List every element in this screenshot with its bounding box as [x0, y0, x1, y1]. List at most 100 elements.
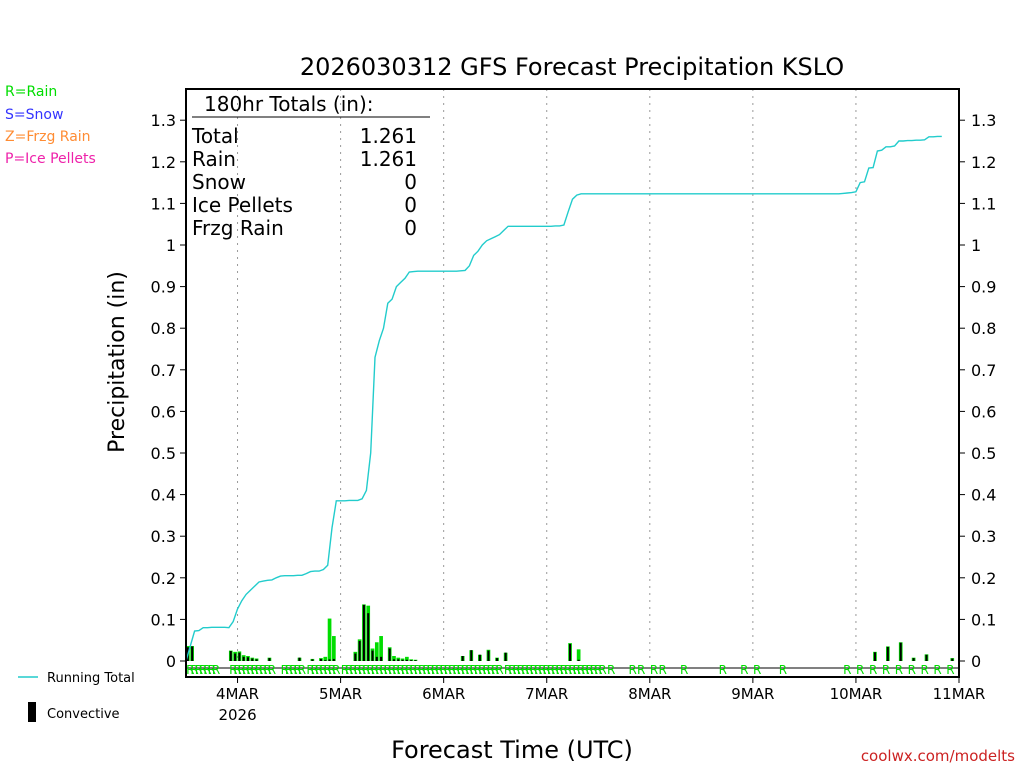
x-tick-label: 11MAR [933, 685, 986, 703]
convective-bar [242, 656, 245, 661]
ptype-marker: R [195, 663, 203, 677]
precip-bar [327, 618, 332, 661]
ptype-marker: R [946, 663, 954, 677]
y-tick-label-left: 0.4 [151, 486, 176, 505]
ptype-marker: R [233, 663, 241, 677]
precip-bar [392, 656, 396, 661]
ptype-marker: R [594, 663, 602, 677]
x-axis-label: Forecast Time (UTC) [391, 736, 633, 764]
plot-frame [185, 88, 960, 678]
y-tick-label-right: 1 [971, 236, 981, 255]
y-tick-label-left: 1.1 [151, 194, 176, 213]
x-tick-label: 9MAR [731, 685, 774, 703]
ptype-marker: R [289, 663, 297, 677]
ptype-marker: R [517, 663, 525, 677]
precip-bars [186, 604, 955, 661]
precip-bar [379, 636, 383, 661]
convective-bar [951, 658, 954, 661]
ptype-marker: R [508, 663, 516, 677]
totals-box: 180hr Totals (in): Total 1.261 Rain 1.26… [191, 92, 430, 240]
ptype-marker: R [255, 663, 263, 677]
totals-value-snow: 0 [404, 170, 417, 194]
ptype-marker: R [259, 663, 267, 677]
convective-bar [191, 646, 194, 661]
ptype-marker: R [680, 663, 688, 677]
ptype-marker: R [590, 663, 598, 677]
convective-bar [367, 613, 370, 661]
x-tick-label: 4MAR [216, 685, 259, 703]
ptype-marker: R [465, 663, 473, 677]
ptype-marker: R [474, 663, 482, 677]
ptype-marker: R [439, 663, 447, 677]
ptype-marker: R [895, 663, 903, 677]
ptype-marker: R [405, 663, 413, 677]
ptype-marker: R [203, 663, 211, 677]
y-tick-label-left: 1 [166, 236, 176, 255]
legend-ice-pellets: P=Ice Pellets [5, 151, 96, 167]
ptype-marker: R [882, 663, 890, 677]
ptype-marker: R [525, 663, 533, 677]
ptype-marker: R [547, 663, 555, 677]
ptype-marker: R [659, 663, 667, 677]
ptype-marker: R [315, 663, 323, 677]
ptype-marker: R [551, 663, 559, 677]
ptype-marker: R [843, 663, 851, 677]
totals-label-rain: Rain [192, 147, 236, 171]
ptype-marker: R [285, 663, 293, 677]
convective-bar [401, 659, 404, 661]
y-tick-label-right: 0.7 [971, 361, 996, 380]
convective-bar [410, 660, 413, 661]
convective-bar [496, 658, 499, 661]
y-tick-label-left: 0.1 [151, 610, 176, 629]
y-tick-label-right: 1.2 [971, 153, 996, 172]
ptype-marker: R [740, 663, 748, 677]
ptype-marker: R [534, 663, 542, 677]
convective-bar [324, 660, 327, 661]
ptype-marker: R [530, 663, 538, 677]
ptype-marker: R [607, 663, 615, 677]
y-tick-label-right: 0.3 [971, 527, 996, 546]
convective-bar [298, 657, 301, 661]
x-tick-label: 6MAR [422, 685, 465, 703]
y-tick-label-left: 0.6 [151, 402, 176, 421]
x-tick-label: 7MAR [525, 685, 568, 703]
credit-text: coolwx.com/modelts [861, 747, 1015, 765]
ptype-marker: R [427, 663, 435, 677]
y-tick-label-right: 0.6 [971, 402, 996, 421]
ptype-marker: R [238, 663, 246, 677]
ptype-marker: R [397, 663, 405, 677]
convective-bar [311, 659, 314, 661]
convective-bar [238, 652, 241, 661]
convective-bar [354, 653, 357, 661]
legend-running-total: Running Total [47, 671, 135, 686]
y-tick-label-right: 0.2 [971, 569, 996, 588]
x-tick-label: 10MAR [830, 685, 883, 703]
ptype-marker: R [856, 663, 864, 677]
ptype-marker: R [229, 663, 237, 677]
ptype-marker: R [212, 663, 220, 677]
ptype-marker: R [263, 663, 271, 677]
y-tick-label-right: 0.5 [971, 444, 996, 463]
ptype-marker: R [568, 663, 576, 677]
y-axis-label: Precipitation (in) [105, 271, 130, 453]
convective-bar [319, 658, 322, 661]
ptype-marker: R [208, 663, 216, 677]
y-tick-label-left: 0 [166, 652, 176, 671]
convective-bar [886, 646, 889, 661]
ptype-marker: R [491, 663, 499, 677]
convective-bar [478, 654, 481, 661]
totals-label-total: Total [191, 124, 239, 148]
ptype-marker: R [246, 663, 254, 677]
ptype-marker: R [457, 663, 465, 677]
ptype-marker: R [555, 663, 563, 677]
convective-bar [912, 658, 915, 661]
y-tick-label-right: 0.4 [971, 486, 996, 505]
ptype-marker: R [513, 663, 521, 677]
precip-bar [332, 636, 336, 661]
convective-bar [405, 659, 408, 661]
ptype-marker: R [504, 663, 512, 677]
totals-value-rain: 1.261 [360, 147, 417, 171]
ptype-marker: R [435, 663, 443, 677]
